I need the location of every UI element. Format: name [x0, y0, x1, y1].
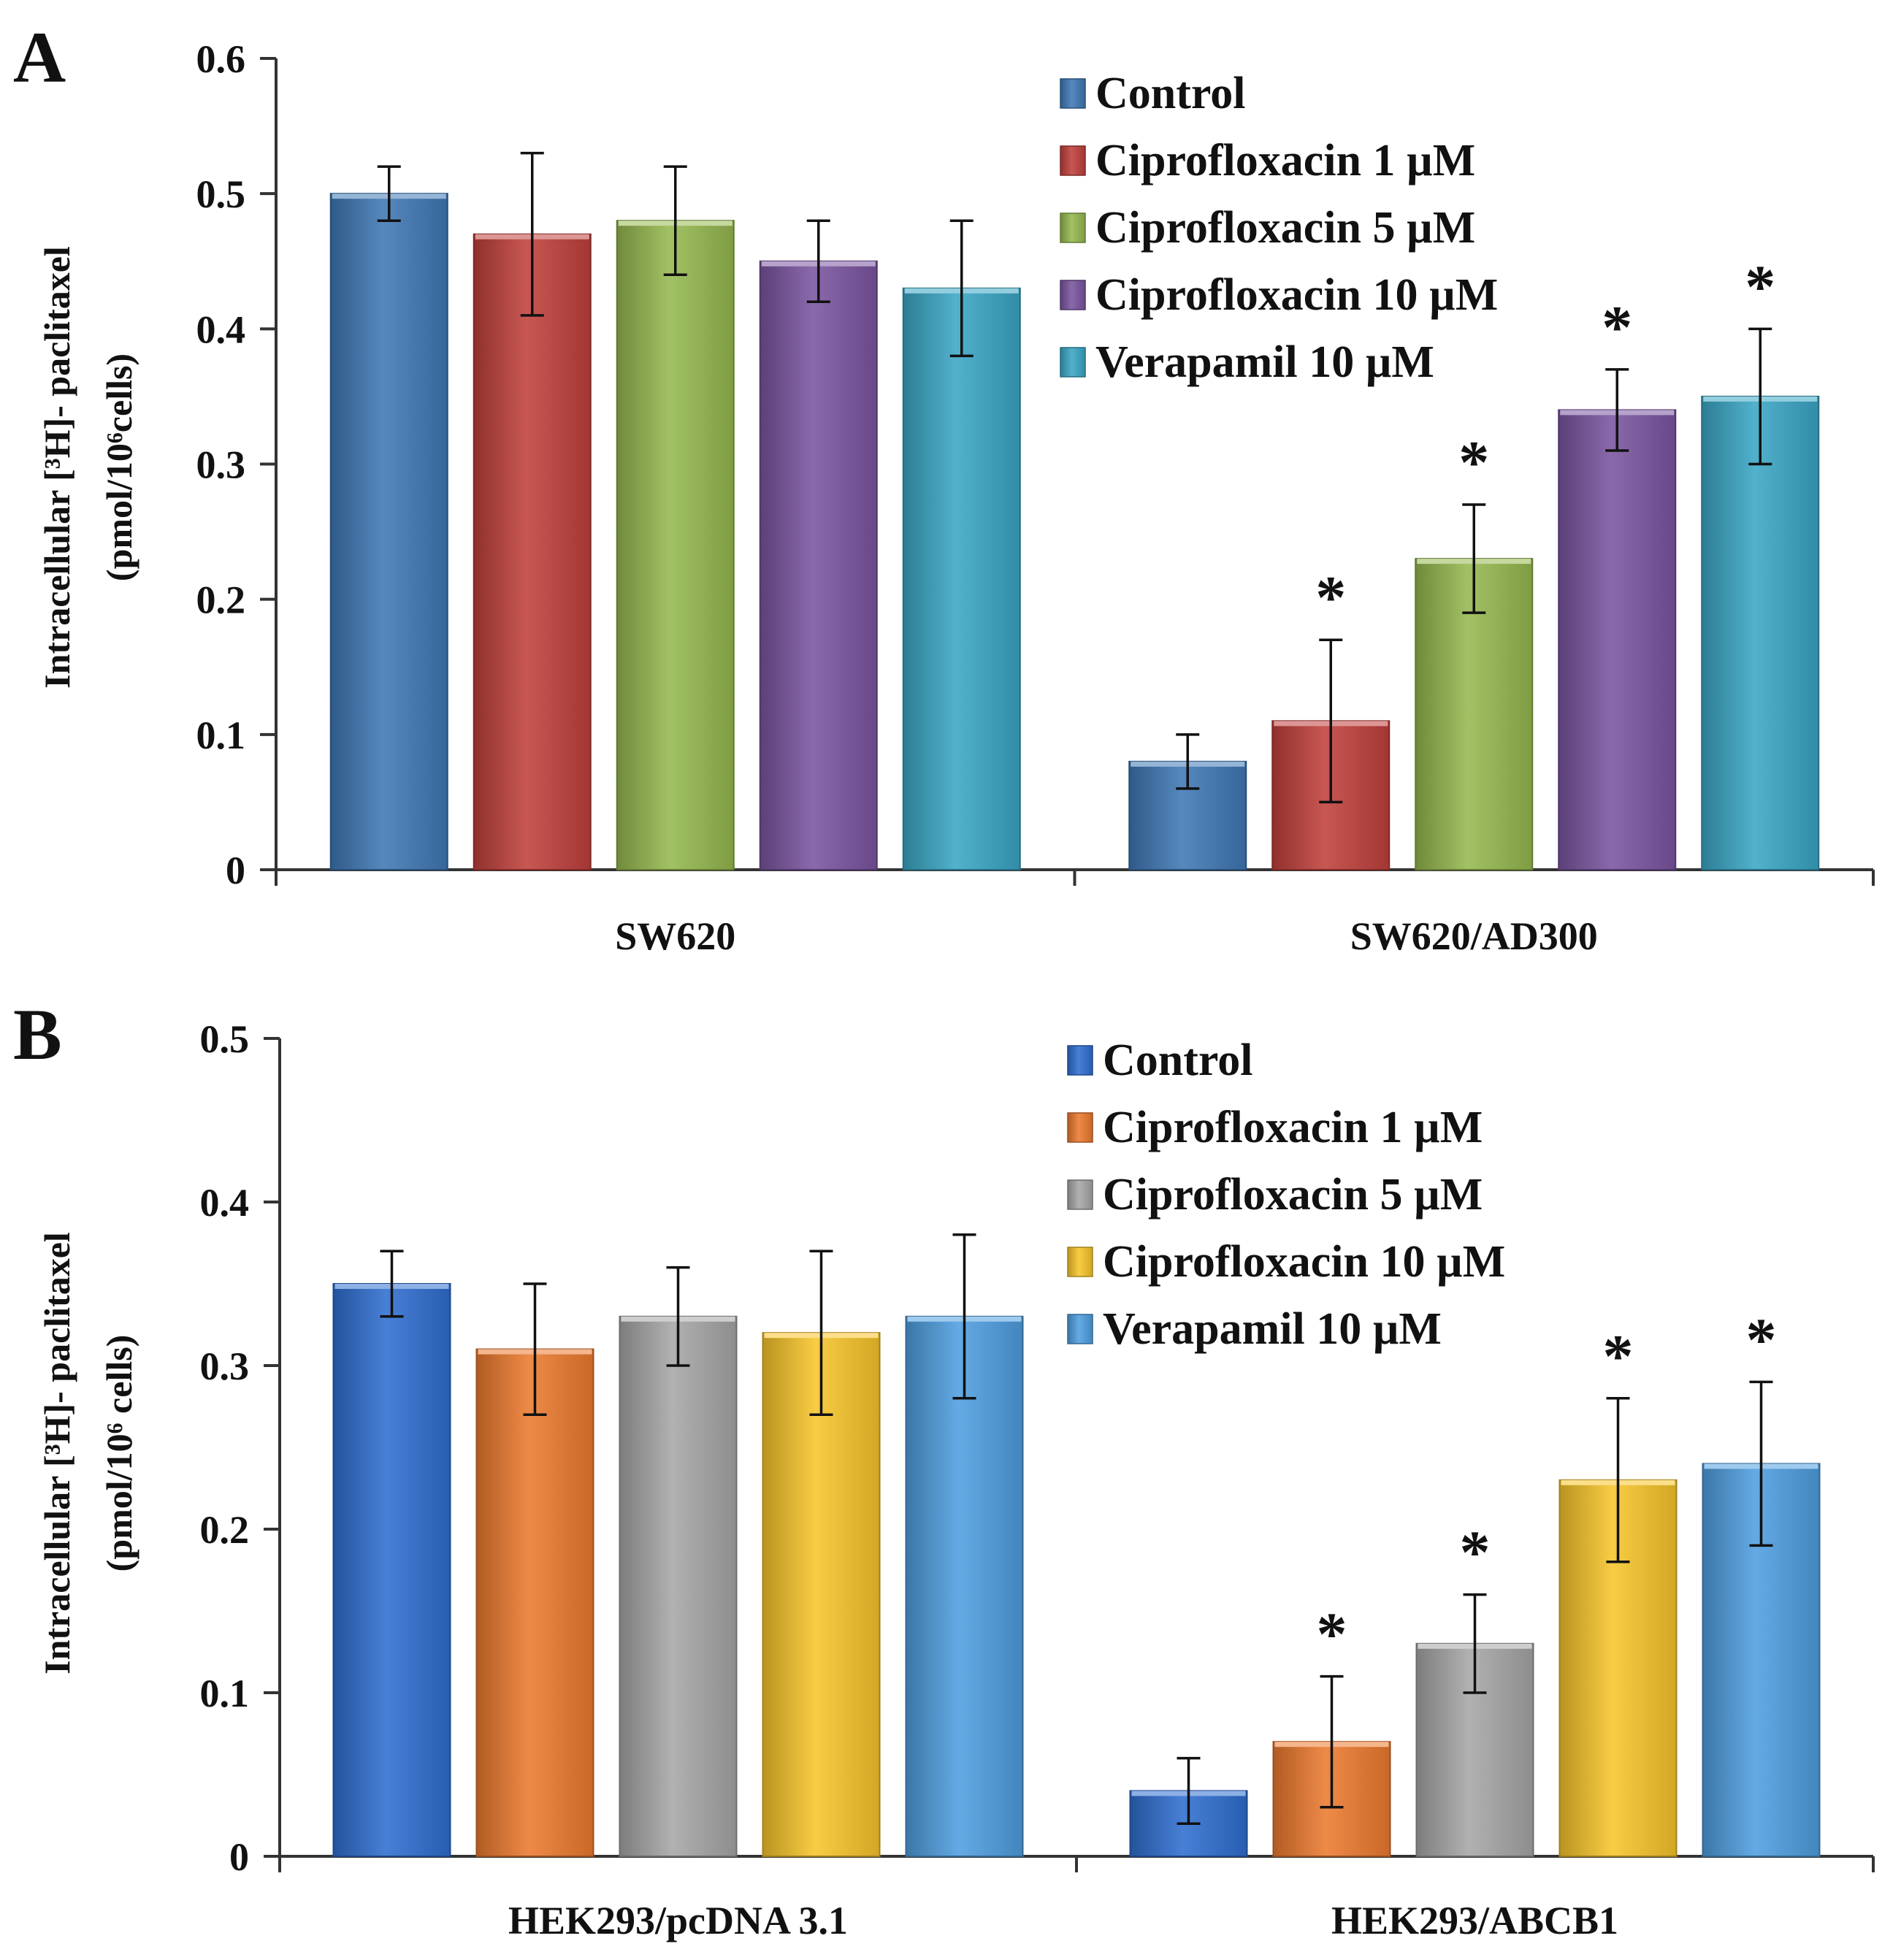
y-tick-label: 0.3 — [200, 1344, 250, 1388]
x-category-label: HEK293/ABCB1 — [1331, 1899, 1618, 1942]
y-tick-label: 0.1 — [200, 1672, 250, 1715]
bar — [475, 1348, 594, 1857]
legend-swatch — [1060, 78, 1086, 109]
legend-swatch — [1067, 1112, 1093, 1143]
bar — [1558, 409, 1677, 870]
panel-a: A Intracellular [³H]- paclitaxel (pmol/1… — [13, 17, 1875, 958]
significance-marker: * — [1458, 429, 1489, 497]
legend-swatch — [1067, 1179, 1093, 1210]
bar — [473, 233, 592, 870]
legend-label: Verapamil 10 µM — [1103, 1304, 1442, 1354]
bar — [762, 1332, 881, 1857]
y-tick-label: 0.3 — [196, 443, 246, 487]
significance-marker: * — [1602, 294, 1632, 361]
bar — [619, 1315, 738, 1858]
significance-marker: * — [1460, 1519, 1491, 1587]
legend-swatch — [1060, 280, 1086, 310]
panel-b: B Intracellular [³H]- paclitaxel (pmol/1… — [13, 994, 1875, 1942]
y-tick-label: 0.4 — [200, 1181, 250, 1225]
panel-b-y-axis-label-line2: (pmol/10⁶ cells) — [99, 1335, 139, 1572]
y-tick-label: 0.2 — [196, 578, 246, 622]
legend-label: Ciprofloxacin 5 µM — [1095, 203, 1475, 253]
bar — [759, 260, 878, 870]
y-tick-label: 0.5 — [196, 172, 246, 216]
legend-label: Ciprofloxacin 10 µM — [1095, 270, 1498, 320]
x-category-label: HEK293/pcDNA 3.1 — [508, 1899, 848, 1942]
significance-marker: * — [1317, 1601, 1347, 1669]
y-tick-label: 0.4 — [196, 307, 246, 351]
bar — [616, 220, 735, 870]
legend-label: Verapamil 10 µM — [1095, 337, 1434, 387]
bar — [332, 1283, 451, 1857]
bar — [329, 193, 448, 870]
legend-label: Ciprofloxacin 1 µM — [1095, 136, 1475, 185]
y-tick-label: 0 — [226, 849, 245, 892]
legend-swatch — [1067, 1045, 1093, 1076]
y-tick-label: 0 — [229, 1835, 249, 1879]
significance-marker: * — [1603, 1322, 1634, 1390]
legend-label: Control — [1103, 1035, 1253, 1085]
panel-b-y-axis-label-line1: Intracellular [³H]- paclitaxel — [37, 1232, 77, 1674]
panel-b-letter: B — [13, 994, 62, 1075]
significance-marker: * — [1315, 564, 1346, 632]
legend-label: Ciprofloxacin 1 µM — [1103, 1103, 1483, 1152]
bar — [902, 287, 1021, 870]
legend-label: Ciprofloxacin 5 µM — [1103, 1170, 1483, 1220]
legend-swatch — [1060, 347, 1086, 378]
legend-label: Ciprofloxacin 10 µM — [1103, 1237, 1505, 1287]
legend-swatch — [1067, 1247, 1093, 1277]
legend-swatch — [1067, 1314, 1093, 1344]
y-tick-label: 0.6 — [196, 37, 246, 81]
y-tick-label: 0.1 — [196, 713, 246, 757]
bar — [1701, 395, 1820, 870]
panel-a-y-axis-label-line1: Intracellular [³H]- paclitaxel — [37, 246, 77, 689]
y-tick-label: 0.5 — [200, 1017, 250, 1061]
bar — [905, 1315, 1024, 1858]
legend-swatch — [1060, 145, 1086, 176]
x-category-label: SW620 — [615, 914, 735, 958]
significance-marker: * — [1745, 253, 1775, 321]
legend-label: Control — [1095, 69, 1246, 118]
significance-marker: * — [1746, 1306, 1777, 1374]
panel-a-y-axis-label-line2: (pmol/10⁶cells) — [99, 353, 139, 581]
legend-swatch — [1060, 213, 1086, 243]
panel-a-letter: A — [13, 17, 66, 98]
y-tick-label: 0.2 — [200, 1508, 250, 1552]
x-category-label: SW620/AD300 — [1350, 914, 1598, 958]
